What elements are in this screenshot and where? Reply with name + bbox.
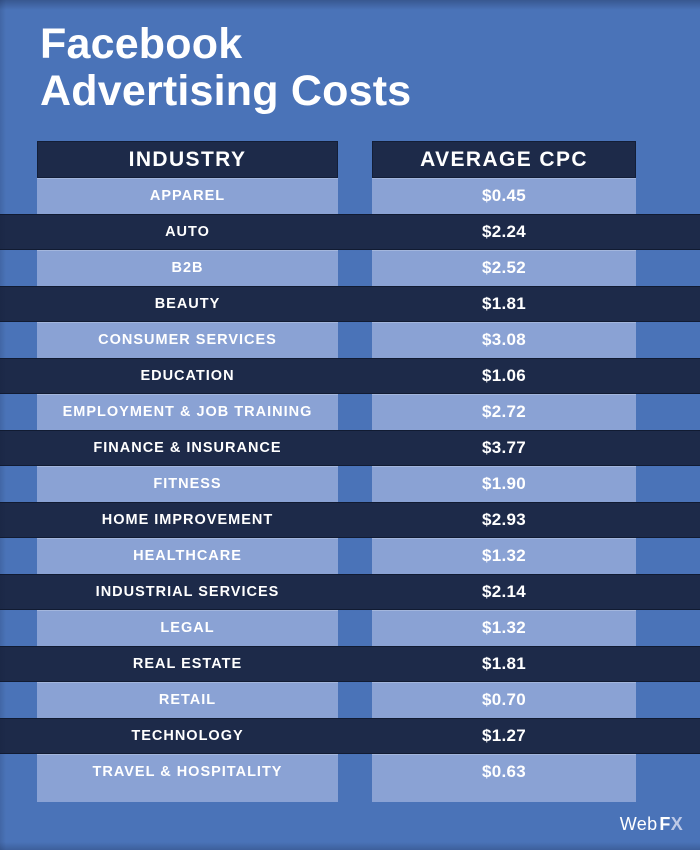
industry-cell: LEGAL — [37, 610, 338, 646]
table-row: AUTO $2.24 — [0, 214, 700, 250]
table-row: INDUSTRIAL SERVICES $2.14 — [0, 574, 700, 610]
industry-cell: B2B — [37, 250, 338, 286]
industry-cell: APPAREL — [37, 178, 338, 214]
webfx-logo-f: F — [659, 814, 671, 834]
cpc-cell: $2.72 — [372, 394, 636, 430]
industry-cell: CONSUMER SERVICES — [37, 322, 338, 358]
cpc-cell: $2.24 — [481, 222, 527, 241]
cpc-cell: $0.70 — [372, 682, 636, 718]
cpc-cell: $2.52 — [372, 250, 636, 286]
cpc-cell: $3.77 — [481, 438, 527, 457]
cpc-cell: $1.06 — [481, 366, 527, 385]
industry-cell: AUTO — [165, 224, 210, 240]
cpc-cell: $2.14 — [481, 582, 527, 601]
title-line-2: Advertising Costs — [40, 67, 412, 115]
industry-cell: TRAVEL & HOSPITALITY — [37, 754, 338, 802]
industry-cell: BEAUTY — [154, 296, 221, 312]
table-header-row: INDUSTRY AVERAGE CPC — [0, 141, 700, 178]
table-row: TECHNOLOGY $1.27 — [0, 718, 700, 754]
cpc-cell: $1.32 — [372, 610, 636, 646]
table-row: HEALTHCARE $1.32 — [0, 538, 700, 574]
table-row: EMPLOYMENT & JOB TRAINING $2.72 — [0, 394, 700, 430]
cpc-cell: $1.32 — [372, 538, 636, 574]
table-row: HOME IMPROVEMENT $2.93 — [0, 502, 700, 538]
industry-cell: FINANCE & INSURANCE — [93, 440, 282, 456]
industry-cell: FITNESS — [37, 466, 338, 502]
industry-cell: EDUCATION — [140, 368, 235, 384]
table-row: BEAUTY $1.81 — [0, 286, 700, 322]
cpc-cell: $1.27 — [481, 726, 527, 745]
industry-cell: HOME IMPROVEMENT — [101, 512, 274, 528]
table-row: APPAREL $0.45 — [0, 178, 700, 214]
table-row: FINANCE & INSURANCE $3.77 — [0, 430, 700, 466]
average-cpc-column-header: AVERAGE CPC — [372, 141, 636, 178]
cpc-cell: $1.90 — [372, 466, 636, 502]
webfx-logo-x: X — [670, 814, 683, 834]
cpc-table: INDUSTRY AVERAGE CPC APPAREL $0.45 AUTO $2.… — [0, 141, 700, 802]
table-row: B2B $2.52 — [0, 250, 700, 286]
webfx-logo-web: Web — [619, 814, 658, 834]
webfx-logo: Web FX — [620, 814, 683, 835]
industry-cell: INDUSTRIAL SERVICES — [95, 584, 280, 600]
industry-cell: RETAIL — [37, 682, 338, 718]
table-row: FITNESS $1.90 — [0, 466, 700, 502]
table-row: CONSUMER SERVICES $3.08 — [0, 322, 700, 358]
table-row: LEGAL $1.32 — [0, 610, 700, 646]
page-title: Facebook Advertising Costs — [40, 21, 411, 115]
cpc-cell: $1.81 — [481, 654, 527, 673]
cpc-cell: $1.81 — [481, 294, 527, 313]
industry-cell: REAL ESTATE — [132, 656, 243, 672]
table-row: TRAVEL & HOSPITALITY $0.63 — [0, 754, 700, 802]
industry-column-header: INDUSTRY — [37, 141, 338, 178]
industry-cell: EMPLOYMENT & JOB TRAINING — [37, 394, 338, 430]
table-row: EDUCATION $1.06 — [0, 358, 700, 394]
cpc-cell: $0.63 — [372, 754, 636, 802]
cpc-cell: $0.45 — [372, 178, 636, 214]
table-row: REAL ESTATE $1.81 — [0, 646, 700, 682]
industry-cell: HEALTHCARE — [37, 538, 338, 574]
table-rows: APPAREL $0.45 AUTO $2.24 B2B $2.52 BEAUTY $1.81… — [0, 178, 700, 802]
cpc-cell: $3.08 — [372, 322, 636, 358]
industry-cell: TECHNOLOGY — [131, 728, 244, 744]
cpc-cell: $2.93 — [481, 510, 527, 529]
table-row: RETAIL $0.70 — [0, 682, 700, 718]
title-line-1: Facebook — [40, 20, 243, 68]
